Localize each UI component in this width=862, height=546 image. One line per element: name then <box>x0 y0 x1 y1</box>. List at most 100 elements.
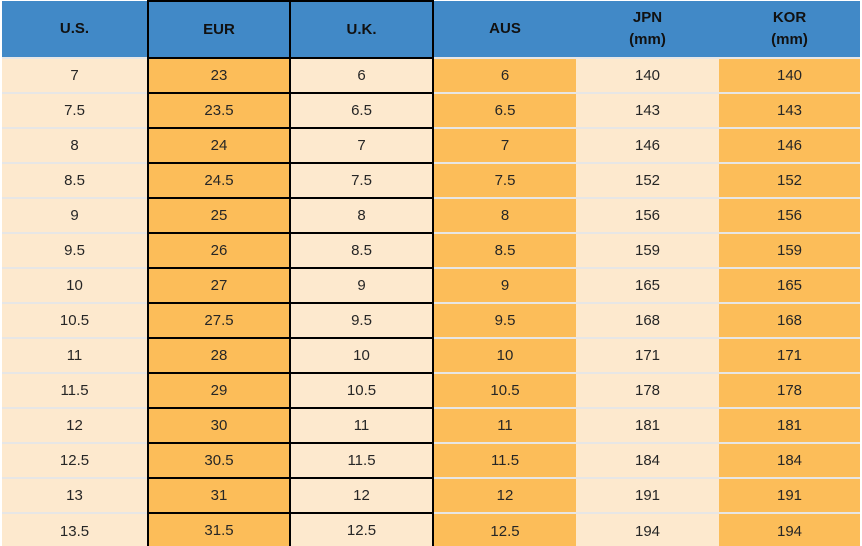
cell-jpn: 143 <box>576 92 719 128</box>
cell-aus: 9.5 <box>433 302 576 338</box>
cell-us: 11 <box>2 337 148 373</box>
column-header-jpn: JPN (mm) <box>576 1 719 58</box>
cell-uk: 10.5 <box>289 372 434 409</box>
table-row: 12.5 30.5 11.5 11.5 184 184 <box>2 442 860 479</box>
table-row: 10 27 9 9 165 165 <box>2 267 860 304</box>
table-row: 7 23 6 6 140 140 <box>2 57 860 94</box>
table-row: 10.5 27.5 9.5 9.5 168 168 <box>2 302 860 339</box>
table-row: 8.5 24.5 7.5 7.5 152 152 <box>2 162 860 199</box>
cell-aus: 8 <box>433 197 576 233</box>
cell-kor: 140 <box>719 57 860 93</box>
cell-jpn: 156 <box>576 197 719 233</box>
cell-eur: 28 <box>147 337 291 374</box>
cell-kor: 156 <box>719 197 860 233</box>
cell-kor: 146 <box>719 127 860 163</box>
table-row: 11 28 10 10 171 171 <box>2 337 860 374</box>
cell-aus: 10.5 <box>433 372 576 408</box>
table-row: 8 24 7 7 146 146 <box>2 127 860 164</box>
cell-eur: 31 <box>147 477 291 514</box>
cell-us: 13 <box>2 477 148 513</box>
cell-jpn: 152 <box>576 162 719 198</box>
cell-aus: 11.5 <box>433 442 576 478</box>
cell-kor: 143 <box>719 92 860 128</box>
cell-us: 8.5 <box>2 162 148 198</box>
cell-kor: 168 <box>719 302 860 338</box>
table-row: 13.5 31.5 12.5 12.5 194 194 <box>2 512 860 546</box>
cell-eur: 23 <box>147 57 291 94</box>
cell-kor: 171 <box>719 337 860 373</box>
table-row: 7.5 23.5 6.5 6.5 143 143 <box>2 92 860 129</box>
cell-kor: 184 <box>719 442 860 478</box>
table-row: 12 30 11 11 181 181 <box>2 407 860 444</box>
cell-eur: 27 <box>147 267 291 304</box>
cell-jpn: 178 <box>576 372 719 408</box>
cell-jpn: 146 <box>576 127 719 163</box>
cell-jpn: 140 <box>576 57 719 93</box>
cell-kor: 165 <box>719 267 860 303</box>
cell-uk: 9 <box>289 267 434 304</box>
cell-eur: 23.5 <box>147 92 291 129</box>
header-row: U.S. EUR U.K. AUS JPN (mm) KOR (mm) <box>2 0 860 59</box>
table-row: 9.5 26 8.5 8.5 159 159 <box>2 232 860 269</box>
cell-kor: 152 <box>719 162 860 198</box>
cell-kor: 181 <box>719 407 860 443</box>
cell-eur: 31.5 <box>147 512 291 546</box>
cell-jpn: 159 <box>576 232 719 268</box>
cell-eur: 30 <box>147 407 291 444</box>
table-header: U.S. EUR U.K. AUS JPN (mm) KOR (mm) <box>2 0 860 59</box>
cell-uk: 6.5 <box>289 92 434 129</box>
cell-aus: 6 <box>433 57 576 93</box>
cell-aus: 7 <box>433 127 576 163</box>
cell-us: 7 <box>2 57 148 93</box>
cell-uk: 12 <box>289 477 434 514</box>
column-header-eur: EUR <box>147 0 291 59</box>
cell-jpn: 165 <box>576 267 719 303</box>
cell-aus: 7.5 <box>433 162 576 198</box>
cell-jpn: 194 <box>576 512 719 546</box>
cell-uk: 9.5 <box>289 302 434 339</box>
column-header-us: U.S. <box>2 1 148 58</box>
cell-us: 10 <box>2 267 148 303</box>
cell-us: 7.5 <box>2 92 148 128</box>
cell-us: 10.5 <box>2 302 148 338</box>
cell-jpn: 184 <box>576 442 719 478</box>
table-row: 9 25 8 8 156 156 <box>2 197 860 234</box>
cell-eur: 26 <box>147 232 291 269</box>
cell-uk: 11 <box>289 407 434 444</box>
cell-kor: 178 <box>719 372 860 408</box>
table-row: 13 31 12 12 191 191 <box>2 477 860 514</box>
cell-aus: 10 <box>433 337 576 373</box>
cell-aus: 11 <box>433 407 576 443</box>
cell-us: 11.5 <box>2 372 148 408</box>
cell-aus: 6.5 <box>433 92 576 128</box>
cell-kor: 159 <box>719 232 860 268</box>
cell-uk: 6 <box>289 57 434 94</box>
cell-us: 12 <box>2 407 148 443</box>
cell-uk: 12.5 <box>289 512 434 546</box>
cell-eur: 29 <box>147 372 291 409</box>
cell-jpn: 171 <box>576 337 719 373</box>
cell-us: 9 <box>2 197 148 233</box>
cell-kor: 194 <box>719 512 860 546</box>
cell-uk: 7.5 <box>289 162 434 199</box>
cell-us: 12.5 <box>2 442 148 478</box>
cell-us: 13.5 <box>2 512 148 546</box>
cell-eur: 24.5 <box>147 162 291 199</box>
cell-uk: 8.5 <box>289 232 434 269</box>
cell-aus: 12 <box>433 477 576 513</box>
cell-eur: 27.5 <box>147 302 291 339</box>
cell-eur: 30.5 <box>147 442 291 479</box>
cell-jpn: 168 <box>576 302 719 338</box>
cell-jpn: 191 <box>576 477 719 513</box>
cell-eur: 25 <box>147 197 291 234</box>
cell-uk: 10 <box>289 337 434 374</box>
table-row: 11.5 29 10.5 10.5 178 178 <box>2 372 860 409</box>
column-header-uk: U.K. <box>289 0 434 59</box>
cell-eur: 24 <box>147 127 291 164</box>
cell-jpn: 181 <box>576 407 719 443</box>
cell-aus: 9 <box>433 267 576 303</box>
table-body: 7 23 6 6 140 140 7.5 23.5 6.5 6.5 143 143 8 24 7 7 146 14… <box>2 57 860 546</box>
cell-aus: 8.5 <box>433 232 576 268</box>
